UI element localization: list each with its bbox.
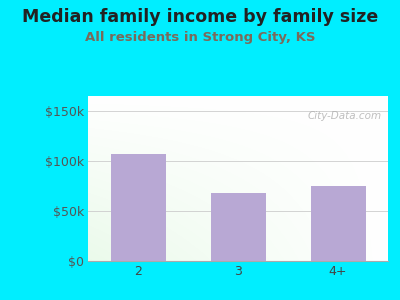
- Bar: [110, 154, 166, 261]
- Bar: [210, 193, 266, 261]
- Text: City-Data.com: City-Data.com: [308, 111, 382, 121]
- Text: All residents in Strong City, KS: All residents in Strong City, KS: [85, 32, 315, 44]
- Text: Median family income by family size: Median family income by family size: [22, 8, 378, 26]
- Bar: [310, 186, 366, 261]
